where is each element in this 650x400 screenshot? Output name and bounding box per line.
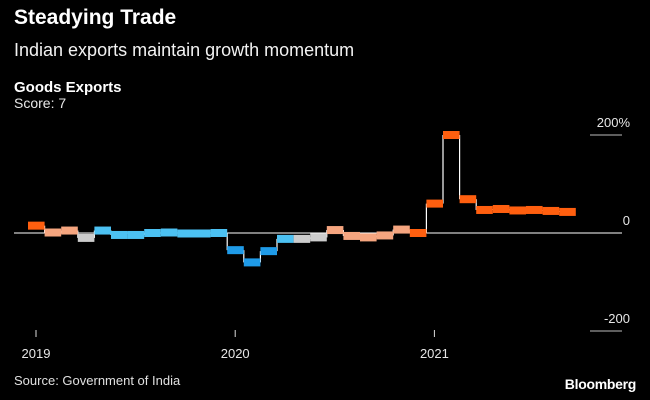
step-bar xyxy=(443,131,460,139)
x-tick-label: 2021 xyxy=(420,346,449,361)
series-label: Goods Exports xyxy=(14,79,122,96)
x-tick-label: 2019 xyxy=(22,346,51,361)
y-tick-label: 0 xyxy=(623,213,630,228)
step-bar xyxy=(310,233,327,242)
step-bar xyxy=(127,230,145,239)
step-bar xyxy=(393,225,410,234)
step-bar xyxy=(492,204,510,213)
bloomberg-logo: Bloomberg xyxy=(564,376,637,392)
step-bar xyxy=(277,234,294,243)
step-bar xyxy=(28,221,45,230)
source-note: Source: Government of India xyxy=(14,373,181,388)
step-bar xyxy=(144,229,161,237)
step-bar xyxy=(160,228,178,237)
step-bar xyxy=(94,226,111,235)
step-bar xyxy=(426,199,443,208)
step-bar xyxy=(343,231,360,240)
step-bar xyxy=(326,226,344,235)
score-text: Score: 7 xyxy=(14,95,67,111)
chart-subtitle: Indian exports maintain growth momentum xyxy=(14,40,355,60)
step-bar xyxy=(409,229,427,237)
step-bar xyxy=(44,228,62,237)
y-tick-labels: 200% 0 -200 xyxy=(597,115,631,326)
step-bar xyxy=(177,229,194,238)
step-bar xyxy=(61,226,78,235)
step-bar xyxy=(509,206,526,215)
x-tick-labels: 2019 2020 2021 xyxy=(22,330,449,361)
x-tick-label: 2020 xyxy=(221,346,250,361)
step-bar xyxy=(542,206,560,215)
step-bar xyxy=(526,205,543,214)
y-tick-label: -200 xyxy=(604,311,630,326)
step-bar xyxy=(194,229,211,238)
step-bar xyxy=(77,233,95,242)
step-bar xyxy=(260,247,277,256)
step-bar xyxy=(293,234,311,243)
step-bar xyxy=(459,195,477,204)
step-bar xyxy=(243,258,261,267)
step-bar xyxy=(476,205,493,214)
y-tick-label: 200% xyxy=(597,115,631,130)
step-bar xyxy=(360,233,377,242)
step-bar xyxy=(227,246,244,255)
step-bar xyxy=(111,230,128,239)
step-bar xyxy=(376,231,394,240)
step-bar xyxy=(210,229,228,237)
chart-title: Steadying Trade xyxy=(14,6,177,29)
step-series xyxy=(28,131,576,267)
step-bar xyxy=(559,207,576,216)
